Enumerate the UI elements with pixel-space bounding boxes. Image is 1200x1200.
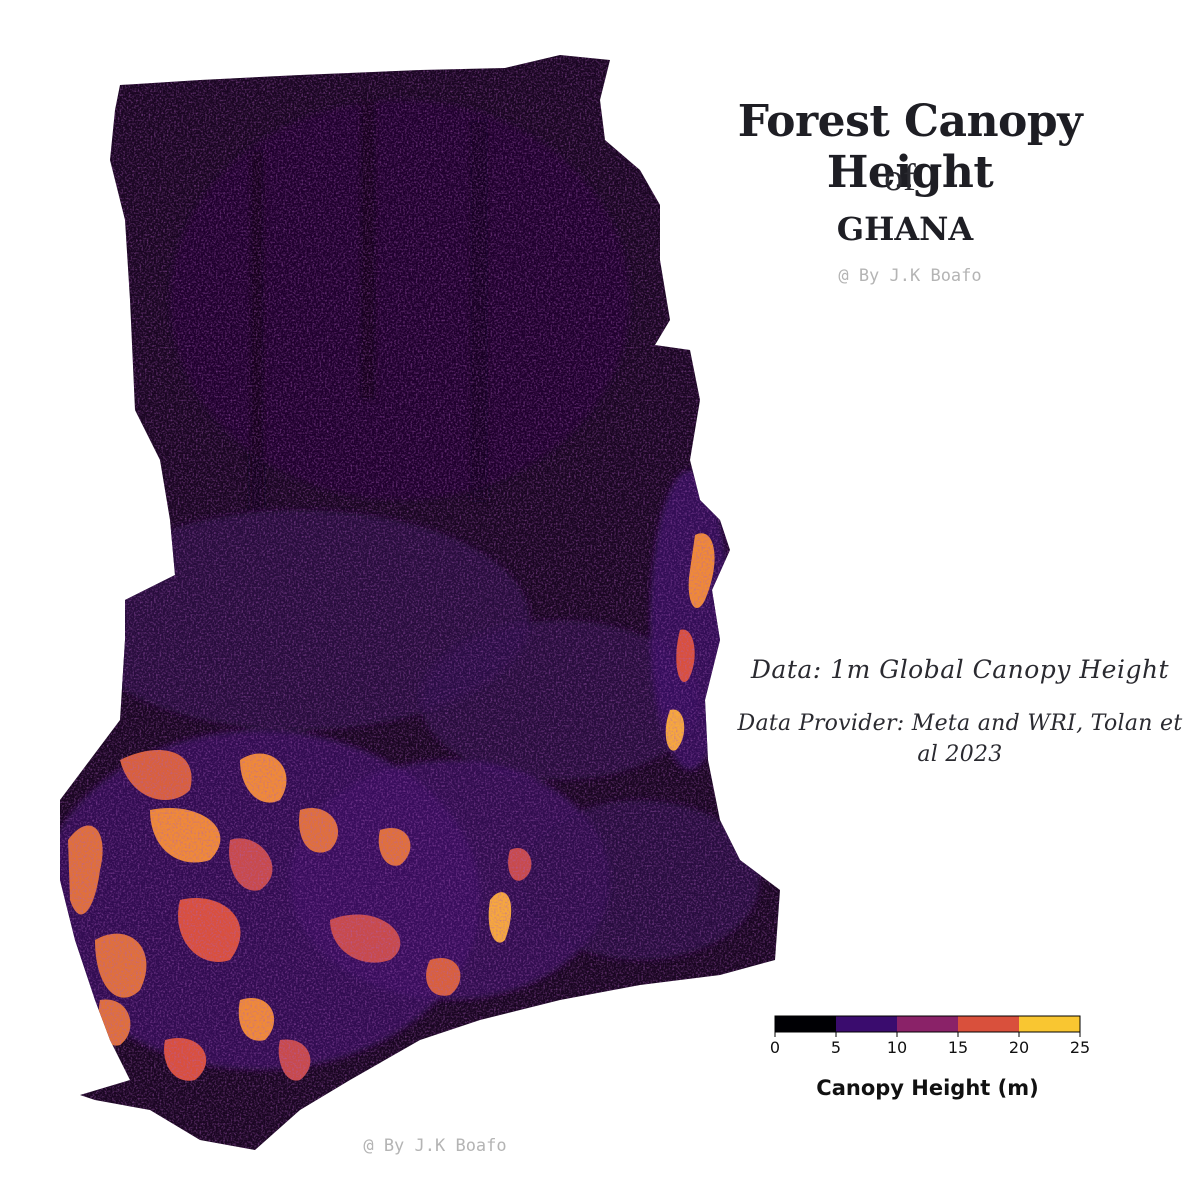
title-connector: of <box>884 157 916 199</box>
legend-swatch-4 <box>1019 1016 1080 1032</box>
legend-title: Canopy Height (m) <box>816 1076 1039 1100</box>
legend-swatch-0 <box>775 1016 836 1032</box>
country-name: GHANA <box>836 210 974 248</box>
legend-tick-label: 20 <box>1009 1038 1029 1057</box>
data-provider-note: Data Provider: Meta and WRI, Tolan et al… <box>737 711 1183 767</box>
legend-tick-label: 5 <box>831 1038 841 1057</box>
legend-swatch-3 <box>958 1016 1019 1032</box>
legend-tick-label: 10 <box>887 1038 907 1057</box>
data-source-note: Data: 1m Global Canopy Height <box>750 655 1170 684</box>
legend-tick-label: 25 <box>1070 1038 1090 1057</box>
author-credit-bottom: @ By J.K Boafo <box>363 1136 507 1156</box>
legend-tick-label: 15 <box>948 1038 968 1057</box>
legend-swatch-1 <box>836 1016 897 1032</box>
legend-frame <box>774 1015 1081 1033</box>
map-title: Forest Canopy Height <box>737 96 1083 198</box>
legend-tick-label: 0 <box>770 1038 780 1057</box>
legend-swatch-2 <box>897 1016 958 1032</box>
color-legend: 0 5 10 15 20 25 <box>760 1008 1100 1108</box>
author-credit-top: @ By J.K Boafo <box>838 266 982 286</box>
